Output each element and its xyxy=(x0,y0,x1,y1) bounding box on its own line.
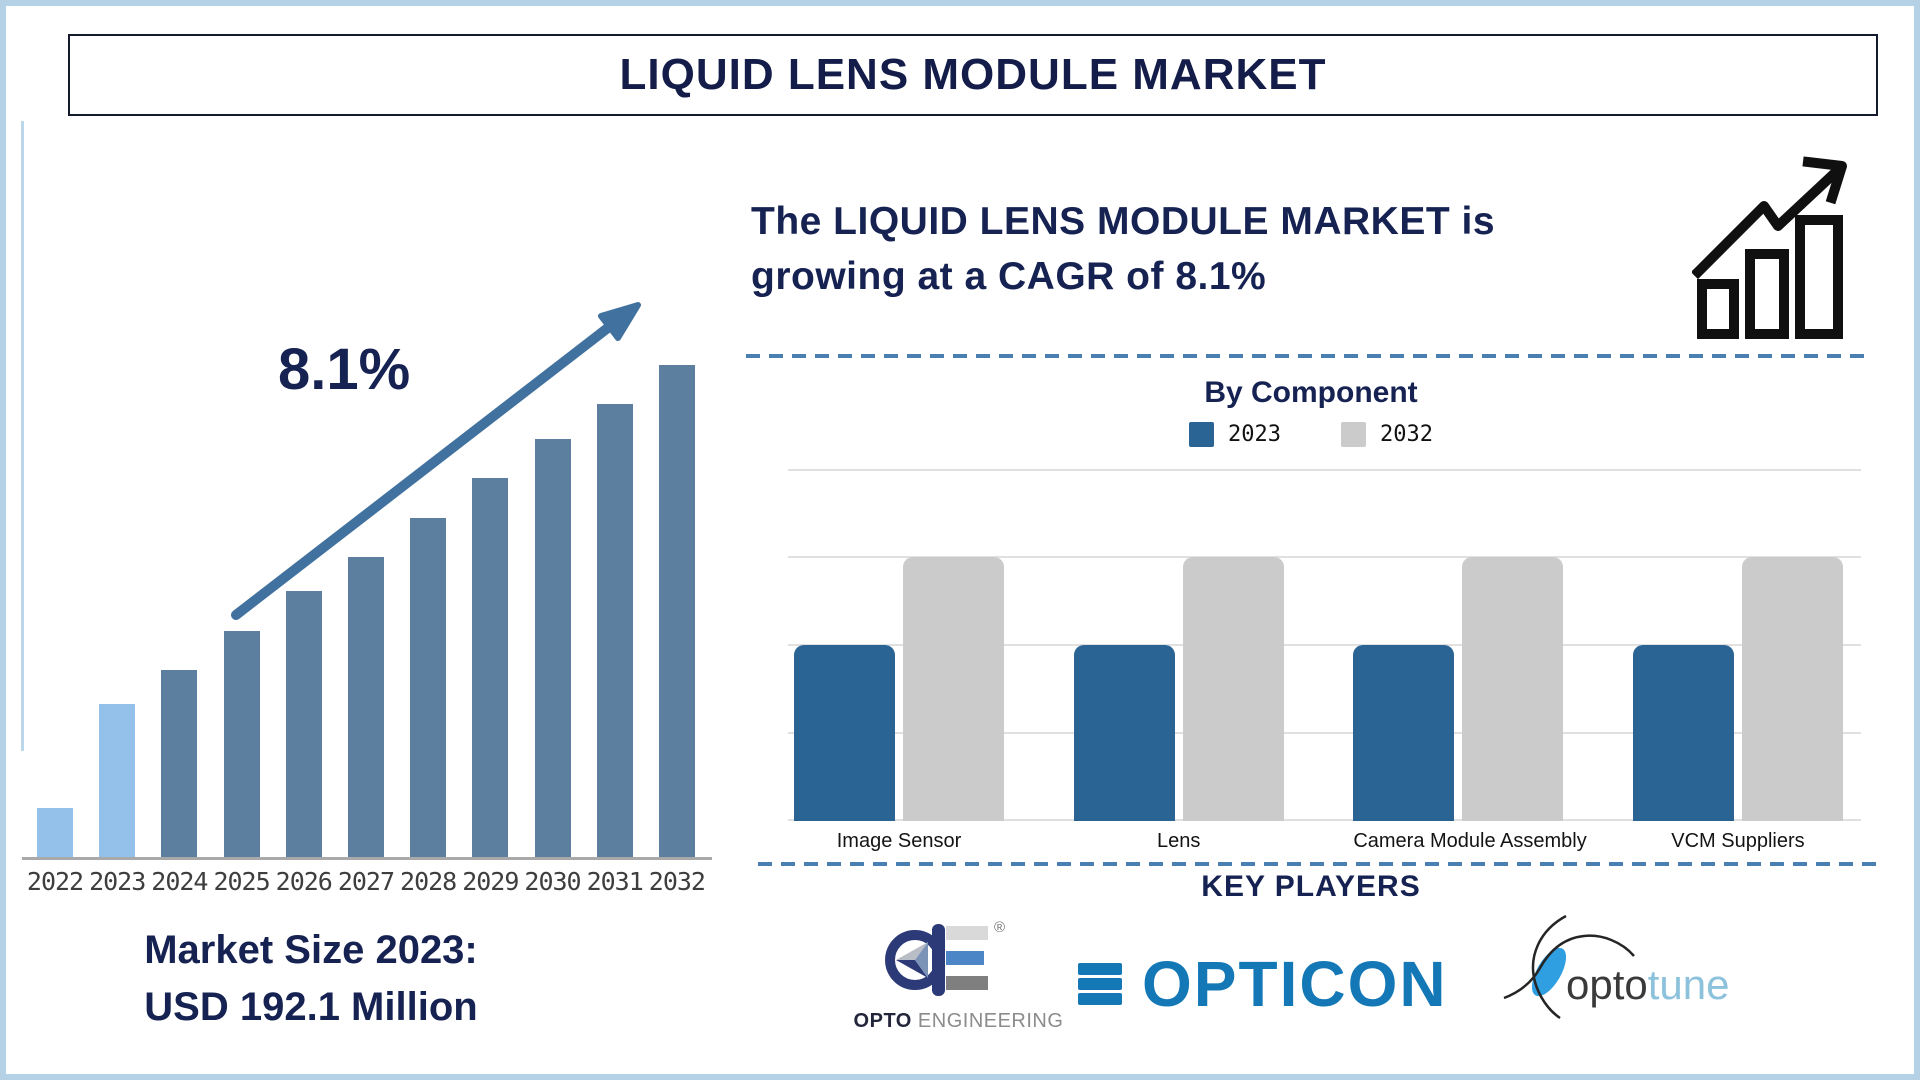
left-accent-line xyxy=(21,121,24,751)
year-label-2029: 2029 xyxy=(462,867,519,896)
year-label-2030: 2030 xyxy=(524,867,581,896)
engineering-word: ENGINEERING xyxy=(911,1010,1064,1032)
market-bar-2028 xyxy=(410,518,447,857)
component-bar-2023 xyxy=(794,645,895,821)
dashed-divider-bottom xyxy=(758,862,1882,866)
gridline xyxy=(788,819,1861,821)
year-label-2026: 2026 xyxy=(275,867,333,896)
year-label-2027: 2027 xyxy=(337,867,395,896)
component-bar-2023 xyxy=(1632,645,1734,821)
logo-opto-engineering: ® OPTO ENGINEERING xyxy=(851,918,1066,1033)
cagr-arrow-icon xyxy=(231,302,641,620)
market-size-line1: Market Size 2023: xyxy=(144,928,478,972)
by-component-plot xyxy=(788,469,1861,821)
year-label-2028: 2028 xyxy=(400,867,457,896)
tune-part: tune xyxy=(1647,961,1730,1008)
opto-engineering-wordmark: OPTO ENGINEERING xyxy=(851,1010,1066,1033)
component-bar-2023 xyxy=(1353,645,1455,821)
page-title: LIQUID LENS MODULE MARKET xyxy=(619,50,1327,99)
headline-line1: The LIQUID LENS MODULE MARKET is xyxy=(751,200,1496,243)
cagr-value-label: 8.1% xyxy=(278,337,411,402)
component-label: VCM Suppliers xyxy=(1671,830,1805,852)
dashed-divider-top xyxy=(746,354,1868,358)
gridline xyxy=(788,644,1861,646)
market-year-slot xyxy=(522,365,584,857)
component-group xyxy=(1353,557,1564,821)
market-size-line2: USD 192.1 Million xyxy=(144,984,478,1029)
logo-opticon: OPTICON xyxy=(1078,952,1448,1016)
market-bar-2029 xyxy=(472,478,509,857)
market-year-slot xyxy=(148,365,210,857)
market-bar-2023 xyxy=(99,704,136,857)
opticon-wordmark: OPTICON xyxy=(1142,948,1448,1020)
gridline xyxy=(788,732,1861,734)
component-group xyxy=(1073,557,1284,821)
market-year-slot xyxy=(86,365,148,857)
market-bar-2024 xyxy=(161,670,198,857)
gridline xyxy=(788,469,1861,471)
market-size-bar-chart xyxy=(24,365,708,857)
component-bar-2032 xyxy=(1741,557,1843,821)
component-bar-2032 xyxy=(1462,557,1564,821)
opticon-bars-icon xyxy=(1078,963,1122,1005)
registered-mark: ® xyxy=(994,919,1005,936)
market-bar-2030 xyxy=(534,439,571,857)
market-year-slot xyxy=(646,365,708,857)
market-bar-2031 xyxy=(596,404,633,857)
legend-item-2023: 2023 xyxy=(1189,422,1281,447)
market-bar-2032 xyxy=(658,365,695,857)
legend-swatch-2023 xyxy=(1189,422,1215,447)
opto-word: OPTO xyxy=(853,1010,912,1032)
year-label-2023: 2023 xyxy=(89,867,146,896)
optotune-wordmark: optotune xyxy=(1566,964,1730,1006)
market-bar-2027 xyxy=(347,557,384,857)
year-label-2032: 2032 xyxy=(648,867,706,896)
logo-optotune: optotune xyxy=(1502,912,1802,1032)
trend-chart-icon xyxy=(1692,156,1847,339)
component-category-labels: Image Sensor Lens Camera Module Assembly VC… xyxy=(788,830,1861,853)
optotune-lens-icon xyxy=(1503,914,1635,1020)
component-label: Camera Module Assembly xyxy=(1353,830,1587,852)
market-year-slot xyxy=(273,365,335,857)
market-year-slot xyxy=(397,365,459,857)
legend-label-2032: 2032 xyxy=(1380,422,1433,447)
market-year-slot xyxy=(584,365,646,857)
legend-item-2032: 2032 xyxy=(1341,422,1433,447)
headline-line2: growing at a CAGR of 8.1% xyxy=(751,255,1267,299)
market-year-slot xyxy=(211,365,273,857)
legend-swatch-2032 xyxy=(1341,422,1366,447)
gridline xyxy=(788,556,1861,558)
market-year-slot xyxy=(459,365,521,857)
market-year-slot xyxy=(335,365,397,857)
headline: The LIQUID LENS MODULE MARKET is growing… xyxy=(751,194,1495,305)
opto-engineering-mark-icon: ® xyxy=(884,919,1005,996)
by-component-title: By Component xyxy=(1204,376,1418,409)
market-bar-2025 xyxy=(223,631,260,857)
chart-legend: 2023 2032 xyxy=(746,422,1876,447)
year-label-2025: 2025 xyxy=(213,867,270,896)
x-axis-baseline xyxy=(22,857,712,860)
component-bar-2032 xyxy=(903,557,1004,821)
market-bar-2026 xyxy=(285,591,322,857)
x-axis-year-labels: 2022 2023 2024 2025 2026 2027 2028 2029 2030 2031… xyxy=(24,867,708,896)
component-group xyxy=(794,557,1004,821)
year-label-2031: 2031 xyxy=(586,867,644,896)
market-year-slot xyxy=(24,365,86,857)
market-bar-2022 xyxy=(37,808,73,857)
component-label: Lens xyxy=(1156,830,1201,852)
title-box: LIQUID LENS MODULE MARKET xyxy=(68,34,1878,116)
component-bar-groups xyxy=(794,469,1843,821)
component-group xyxy=(1632,557,1843,821)
component-bar-2032 xyxy=(1182,557,1284,821)
component-label: Image Sensor xyxy=(836,830,962,852)
year-label-2022: 2022 xyxy=(26,867,84,896)
component-bar-2023 xyxy=(1073,645,1175,821)
key-players-title: KEY PLAYERS xyxy=(1201,870,1421,903)
opto-part: opto xyxy=(1566,961,1648,1008)
market-size-caption: Market Size 2023: USD 192.1 Million xyxy=(76,922,546,1036)
legend-label-2023: 2023 xyxy=(1228,422,1281,447)
year-label-2024: 2024 xyxy=(151,867,208,896)
